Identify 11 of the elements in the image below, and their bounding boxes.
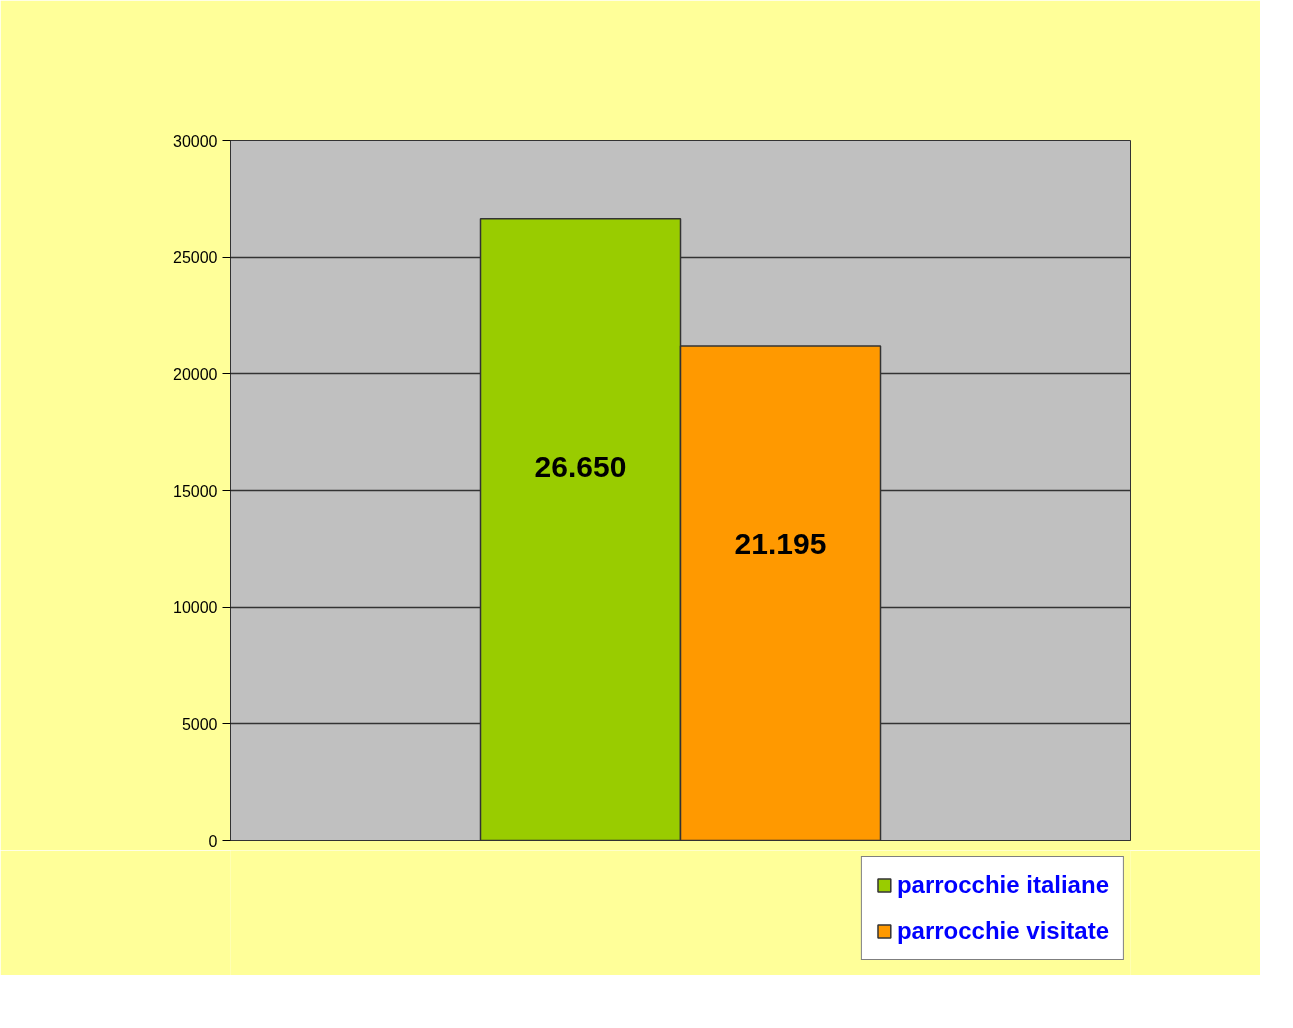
y-tick-label: 30000 bbox=[173, 132, 218, 150]
y-tick-label: 10000 bbox=[173, 599, 218, 617]
data-label: 26.650 bbox=[534, 450, 627, 484]
y-tick-label: 25000 bbox=[173, 249, 218, 267]
data-label: 21.195 bbox=[734, 526, 827, 560]
y-tick-label: 5000 bbox=[181, 715, 218, 733]
y-tick-label: 20000 bbox=[173, 365, 218, 383]
legend-label: parrocchie visitate bbox=[896, 917, 1109, 945]
y-tick-label: 15000 bbox=[173, 482, 218, 500]
legend-label: parrocchie italiane bbox=[896, 871, 1109, 899]
y-tick-label: 0 bbox=[208, 832, 218, 850]
